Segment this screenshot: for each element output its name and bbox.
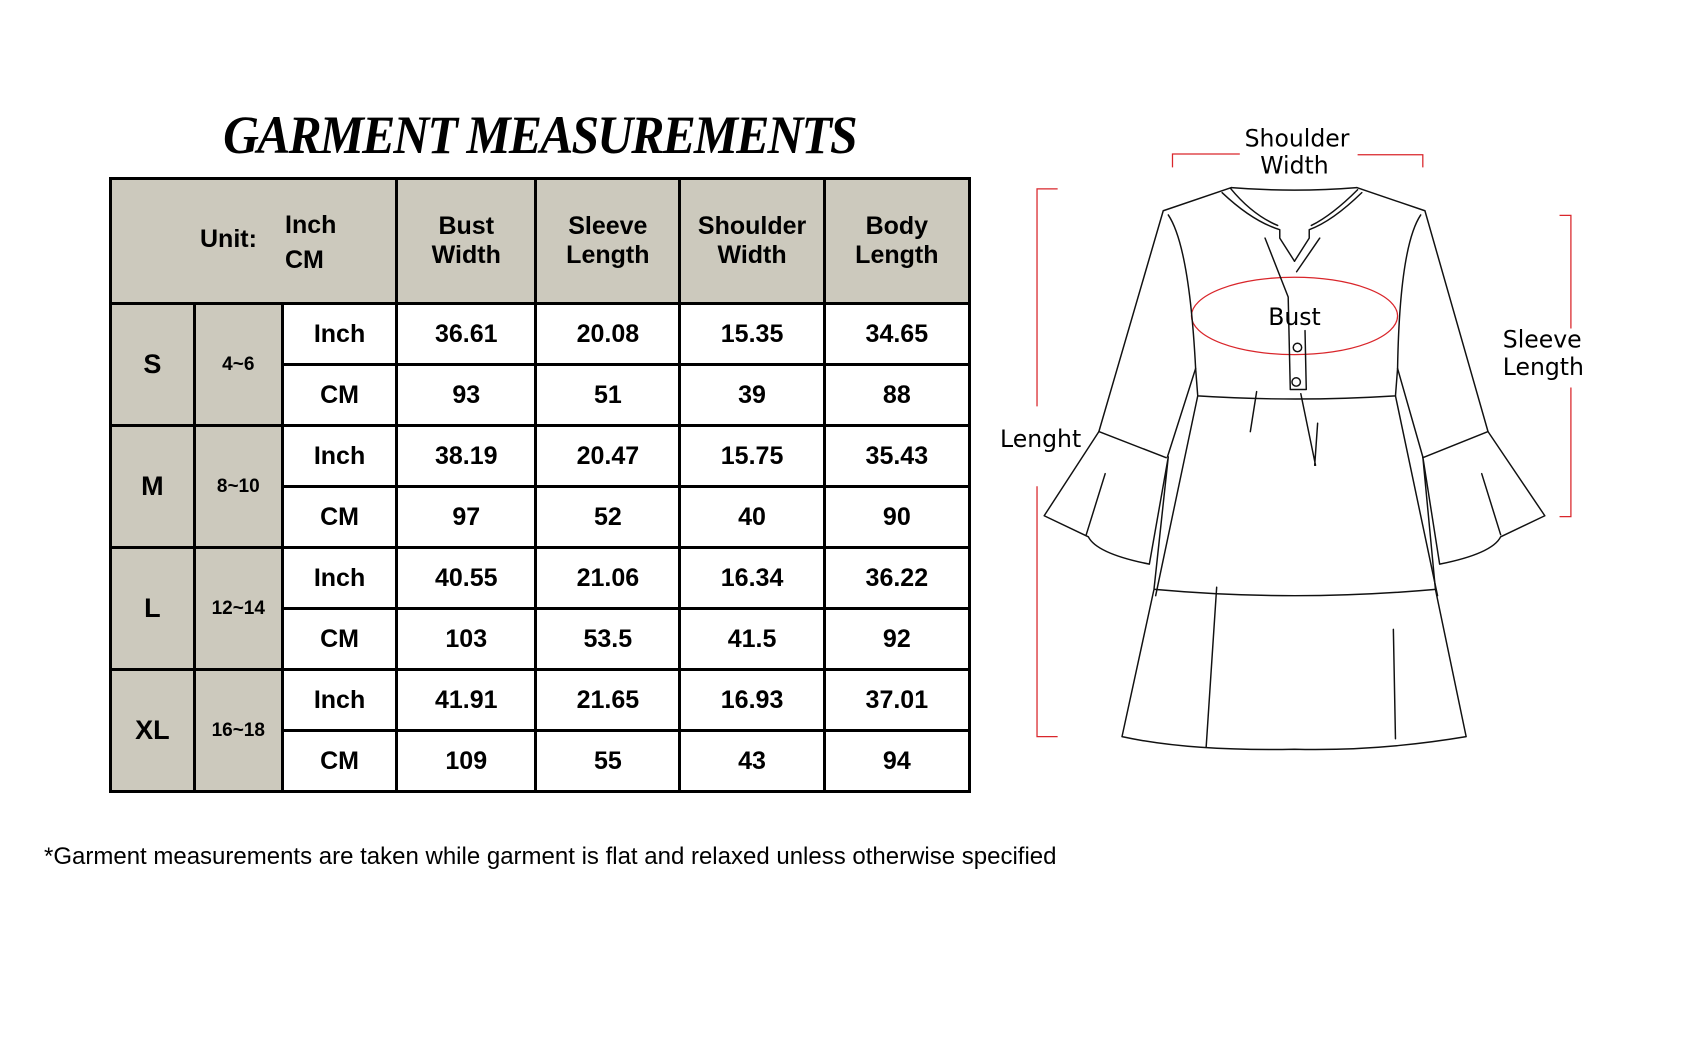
value-cell: 109 [395, 729, 538, 793]
value-cell: 40.55 [395, 546, 538, 610]
page-title: GARMENT MEASUREMENTS [223, 105, 858, 165]
measurements-table: Unit: Inch CM Bust Width Sleeve Length Shou… [108, 177, 972, 793]
header-shoulder-width: Shoulder Width [678, 177, 826, 305]
dress-diagram: Shoulder Width Bust Sleeve Length Lenght [1000, 124, 1584, 751]
table-row: L 12~14 Inch 40.55 21.06 16.34 36.22 [109, 546, 972, 671]
size-label: XL [109, 668, 196, 793]
unit-inch: Inch [285, 211, 337, 239]
sleeve-length-label-1: Sleeve [1503, 325, 1582, 353]
dress-outline [1043, 186, 1546, 751]
value-cell: 97 [395, 485, 538, 549]
header-body-length: Body Length [822, 177, 972, 305]
length-marker [1036, 188, 1058, 738]
size-label: L [109, 546, 196, 671]
value-cell: 21.65 [534, 668, 682, 732]
sleeve-marker [1559, 214, 1572, 518]
table-row: CM 103 53.5 41.5 92 [111, 607, 972, 671]
table-row: CM 93 51 39 88 [111, 363, 972, 427]
unit-cell: CM [280, 607, 399, 671]
value-cell: 21.06 [534, 546, 682, 610]
table-row: CM 109 55 43 94 [111, 729, 972, 793]
shoulder-width-label-1: Shoulder [1245, 124, 1350, 152]
header-bust-width: Bust Width [395, 177, 538, 305]
bust-label: Bust [1268, 303, 1321, 331]
header-sleeve-length: Sleeve Length [534, 177, 682, 305]
unit-cell: CM [280, 363, 399, 427]
table-row: XL 16~18 Inch 41.91 21.65 16.93 37.01 [109, 668, 972, 793]
value-cell: 35.43 [822, 424, 972, 488]
value-cell: 37.01 [822, 668, 972, 732]
unit-cm: CM [285, 246, 324, 274]
unit-cell: Inch [280, 546, 399, 610]
value-cell: 51 [534, 363, 682, 427]
value-cell: 16.34 [678, 546, 826, 610]
value-cell: 103 [395, 607, 538, 671]
value-cell: 36.22 [822, 546, 972, 610]
value-cell: 15.35 [678, 302, 826, 366]
value-cell: 38.19 [395, 424, 538, 488]
size-label: S [109, 302, 196, 427]
value-cell: 41.91 [395, 668, 538, 732]
table-row: M 8~10 Inch 38.19 20.47 15.75 35.43 [109, 424, 972, 549]
value-cell: 93 [395, 363, 538, 427]
sleeve-length-label-2: Length [1503, 353, 1584, 381]
value-cell: 16.93 [678, 668, 826, 732]
value-cell: 92 [822, 607, 972, 671]
shoulder-marker [1171, 153, 1424, 168]
value-cell: 53.5 [534, 607, 682, 671]
value-cell: 20.08 [534, 302, 682, 366]
measure-markers [1036, 153, 1572, 738]
value-cell: 88 [822, 363, 972, 427]
value-cell: 40 [678, 485, 826, 549]
unit-cell: Inch [280, 302, 399, 366]
value-cell: 94 [822, 729, 972, 793]
shoulder-width-label-2: Width [1260, 152, 1328, 180]
value-cell: 43 [678, 729, 826, 793]
unit-cell: Inch [280, 424, 399, 488]
size-range: 4~6 [192, 302, 284, 427]
table-header-row: Unit: Inch CM Bust Width Sleeve Length Shou… [108, 177, 972, 305]
unit-label: Unit: [200, 225, 257, 253]
value-cell: 36.61 [395, 302, 538, 366]
value-cell: 34.65 [822, 302, 972, 366]
unit-cell: Inch [280, 668, 399, 732]
footnote: *Garment measurements are taken while ga… [44, 843, 1057, 870]
size-label: M [109, 424, 196, 549]
unit-cell: CM [280, 485, 399, 549]
size-range: 12~14 [192, 546, 284, 671]
size-range: 16~18 [192, 668, 284, 793]
value-cell: 90 [822, 485, 972, 549]
value-cell: 52 [534, 485, 682, 549]
value-cell: 55 [534, 729, 682, 793]
value-cell: 41.5 [678, 607, 826, 671]
unit-cell: CM [280, 729, 399, 793]
table-row: CM 97 52 40 90 [111, 485, 972, 549]
length-label: Lenght [1000, 425, 1081, 453]
value-cell: 15.75 [678, 424, 826, 488]
size-range: 8~10 [192, 424, 284, 549]
unit-header-cell: Unit: Inch CM [108, 177, 399, 305]
table-row: S 4~6 Inch 36.61 20.08 15.35 34.65 [109, 302, 972, 427]
value-cell: 39 [678, 363, 826, 427]
value-cell: 20.47 [534, 424, 682, 488]
